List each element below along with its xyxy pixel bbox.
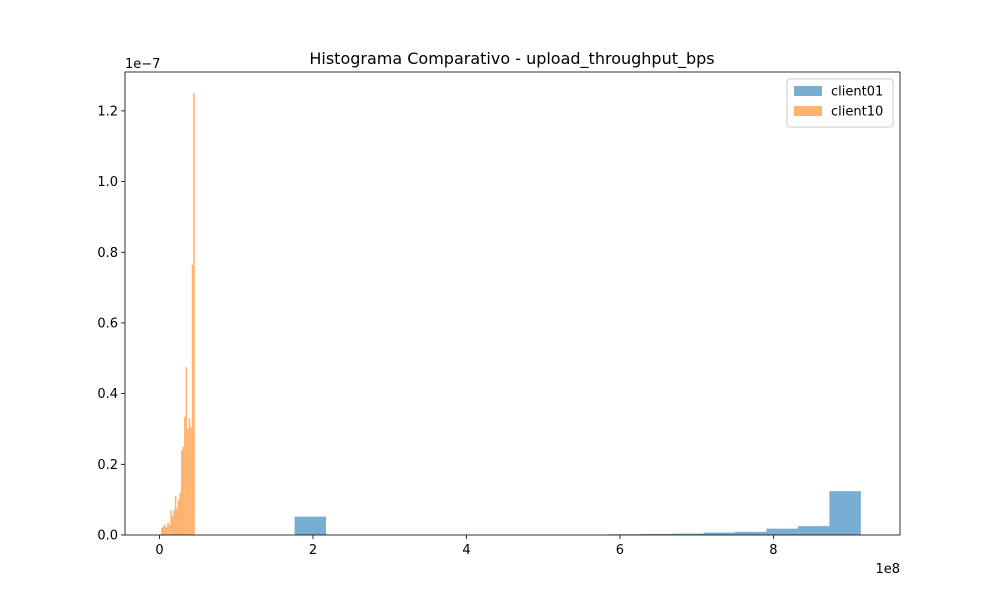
x-offset-label: 1e8 [875,562,900,577]
histogram-bar-client01-2 [640,533,673,535]
x-tick-label: 4 [462,543,470,558]
legend: client01 client10 [786,78,894,128]
histogram-bar-client10-11 [177,499,180,535]
histogram-bar-client01-0 [294,516,327,535]
histogram-bar-client10-21 [193,93,195,536]
histogram-bar-client10-17 [187,428,189,535]
legend-swatch-client10 [794,106,822,116]
x-tick-label: 2 [309,543,317,558]
histogram-bar-client01-4 [703,532,736,535]
histogram-bar-client10-13 [181,450,183,535]
histogram-bar-client01-6 [766,528,798,535]
histogram-bar-client01-3 [672,533,704,535]
histogram-bar-client01-7 [797,526,830,535]
y-tick-label: 0.4 [97,387,118,402]
x-tick-label: 0 [155,543,163,558]
y-tick-label: 0.0 [97,529,118,544]
histogram-bar-client10-8 [173,510,175,535]
legend-swatch-client01 [794,86,822,96]
y-tick-label: 0.8 [97,246,118,261]
histogram-bar-client10-3 [165,527,168,535]
bars-layer [161,93,861,536]
axes-layer: 0 2 4 6 8 0.0 0.2 0.4 0.6 0.8 1.0 1.2 [97,71,901,558]
histogram-bar-client10-5 [168,524,171,535]
histogram-bar-client10-20 [191,264,194,535]
y-tick-label: 1.2 [97,104,118,119]
histogram-bar-client10-18 [188,418,191,535]
histogram-bar-client10-4 [167,522,169,535]
histogram-bar-client10-6 [170,510,172,535]
histogram-bar-client10-2 [164,524,166,535]
legend-label-client01: client01 [831,85,883,100]
histogram-bar-client10-12 [179,492,182,535]
x-tick-label: 8 [769,543,777,558]
y-tick-label: 1.0 [97,175,118,190]
chart-title: Histograma Comparativo - upload_throughp… [309,49,714,69]
histogram-bar-client10-14 [182,446,185,535]
y-tick-label: 0.6 [97,316,118,331]
histogram-bar-client10-19 [190,427,192,535]
histogram-bar-client10-16 [185,367,188,535]
legend-label-client10: client10 [831,105,883,120]
histogram-bar-client10-0 [161,527,163,535]
histogram-bar-client10-9 [174,496,177,535]
histogram-bar-client10-10 [176,508,178,535]
plot-frame [124,71,901,536]
histogram-bar-client01-8 [829,491,861,535]
y-offset-label: 1e−7 [125,57,160,72]
histogram-bar-client01-5 [735,531,767,535]
x-tick-label: 6 [616,543,624,558]
histogram-bar-client10-1 [162,526,165,535]
y-tick-label: 0.2 [97,458,118,473]
histogram-bar-client10-15 [184,416,186,535]
histogram-bar-client10-7 [171,515,174,535]
